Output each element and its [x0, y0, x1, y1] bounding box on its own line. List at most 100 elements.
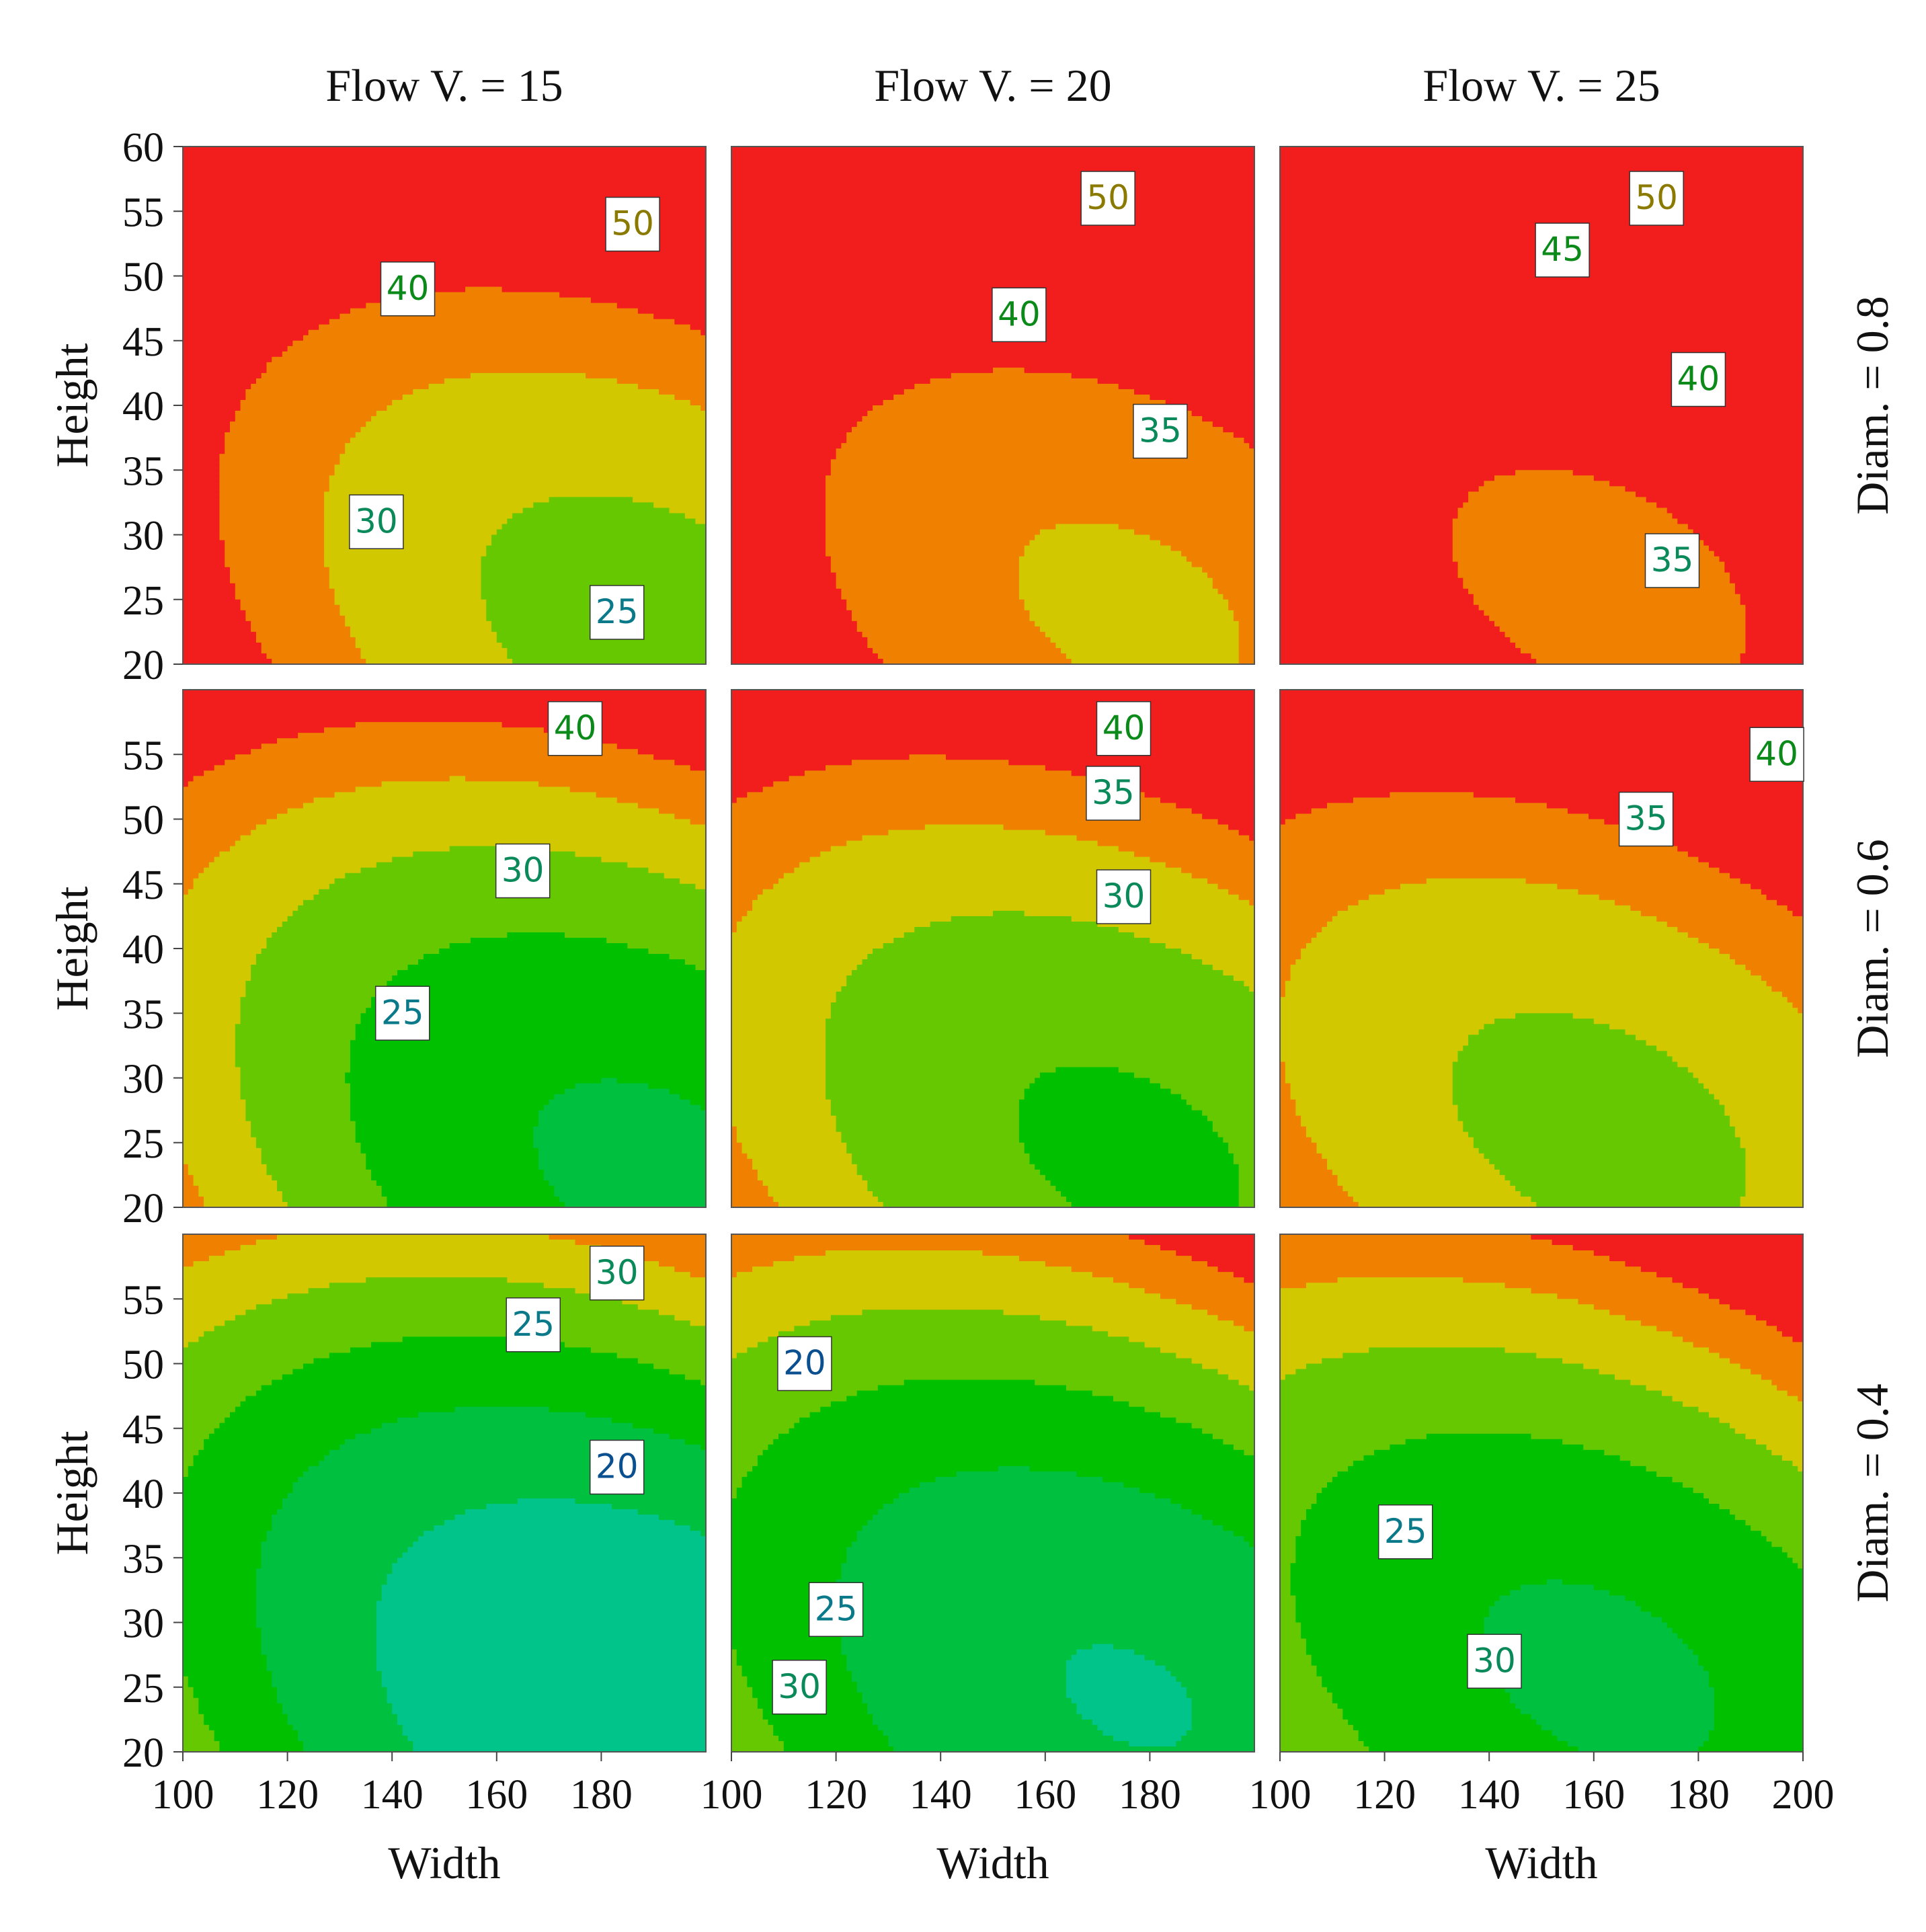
contour-band: [1285, 986, 1773, 992]
contour-band: [183, 1164, 189, 1170]
contour-band: [731, 545, 826, 552]
contour-label: 30: [596, 1253, 639, 1292]
contour-band: [653, 754, 706, 761]
contour-band: [569, 733, 706, 739]
contour-band: [350, 626, 492, 633]
contour-band: [1719, 1353, 1803, 1359]
contour-band: [183, 975, 251, 981]
contour-band: [731, 508, 826, 514]
contour-label-box: [589, 585, 645, 640]
contour-band: [1134, 932, 1254, 938]
contour-band: [862, 416, 1203, 422]
contour-band: [1730, 1121, 1803, 1127]
contour-band: [1129, 787, 1254, 793]
contour-band: [324, 556, 482, 563]
contour-band: [1572, 1013, 1803, 1020]
contour-band: [183, 329, 309, 336]
contour-band: [1280, 1439, 1406, 1445]
contour-band: [366, 303, 618, 309]
contour-band: [183, 470, 220, 477]
contour-band: [1285, 1061, 1453, 1068]
contour-band: [277, 813, 676, 820]
contour-band: [183, 1735, 215, 1742]
contour-band: [1176, 1299, 1254, 1305]
contour-band: [1295, 1547, 1783, 1554]
contour-band: [183, 910, 294, 917]
contour-band: [1280, 1547, 1297, 1554]
contour-band: [909, 1487, 1140, 1494]
contour-band: [183, 1541, 262, 1548]
contour-band: [731, 954, 869, 960]
contour-band: [1280, 1627, 1301, 1634]
contour-band: [1280, 846, 1679, 852]
contour-band: [1228, 1374, 1254, 1381]
contour-band: [731, 1563, 842, 1570]
contour-band: [794, 1256, 1020, 1262]
contour-band: [1244, 1277, 1254, 1283]
contour-band: [841, 1633, 1254, 1640]
contour-band: [731, 1078, 826, 1084]
contour-band: [183, 411, 236, 417]
contour-band: [826, 1051, 1254, 1057]
contour-band: [731, 1121, 837, 1127]
contour-band: [183, 1649, 262, 1656]
contour-band: [183, 405, 241, 411]
contour-label: 35: [1625, 799, 1668, 838]
contour-band: [768, 1719, 873, 1726]
contour-band: [1452, 1061, 1679, 1068]
contour-band: [826, 765, 1046, 772]
contour-label-box: [1080, 171, 1135, 226]
contour-band: [731, 1045, 826, 1052]
contour-label-box: [777, 1336, 832, 1392]
contour-band: [371, 1342, 565, 1349]
contour-band: [183, 1315, 236, 1322]
contour-band: [1295, 1541, 1773, 1548]
contour-band: [1457, 1104, 1726, 1111]
contour-band: [1636, 830, 1803, 836]
contour-band: [387, 1196, 560, 1203]
contour-band: [266, 1169, 372, 1176]
contour-band: [449, 776, 466, 782]
contour-band: [1191, 1708, 1254, 1715]
contour-band: [1280, 1142, 1318, 1149]
contour-band: [773, 1439, 1224, 1445]
contour-band: [1583, 1363, 1741, 1370]
contour-band: [627, 942, 706, 949]
contour-band: [1280, 481, 1485, 487]
contour-band: [183, 1724, 210, 1731]
contour-band: [1280, 1590, 1291, 1597]
contour-band: [1342, 1185, 1516, 1192]
contour-band: [841, 1649, 1078, 1656]
contour-band: [261, 642, 356, 649]
contour-band: [674, 760, 706, 766]
contour-band: [674, 319, 706, 325]
contour-band: [1698, 1654, 1803, 1661]
contour-band: [731, 1331, 779, 1338]
contour-band: [731, 1196, 774, 1203]
contour-band: [261, 1558, 398, 1564]
contour-band: [1730, 1115, 1803, 1122]
contour-band: [841, 594, 1020, 600]
contour-band: [637, 803, 706, 809]
contour-band: [1191, 1509, 1254, 1515]
contour-band: [826, 508, 1254, 514]
contour-label: 25: [815, 1589, 858, 1628]
contour-band: [1249, 1385, 1254, 1392]
contour-band: [1280, 1649, 1307, 1656]
contour-band: [877, 1196, 1067, 1203]
contour-band: [1280, 819, 1286, 826]
contour-band: [1233, 615, 1254, 622]
contour-band: [1280, 754, 1803, 761]
contour-band: [1761, 975, 1803, 981]
contour-band: [183, 1671, 273, 1677]
contour-band: [611, 1504, 706, 1510]
contour-band: [183, 637, 257, 643]
contour-band: [397, 1714, 706, 1720]
contour-band: [183, 1013, 241, 1020]
contour-band: [1035, 1379, 1240, 1386]
contour-band: [1280, 356, 1803, 363]
contour-band: [1693, 1072, 1803, 1079]
contour-band: [183, 1045, 236, 1052]
contour-band: [366, 1153, 539, 1160]
contour-band: [1280, 594, 1474, 600]
